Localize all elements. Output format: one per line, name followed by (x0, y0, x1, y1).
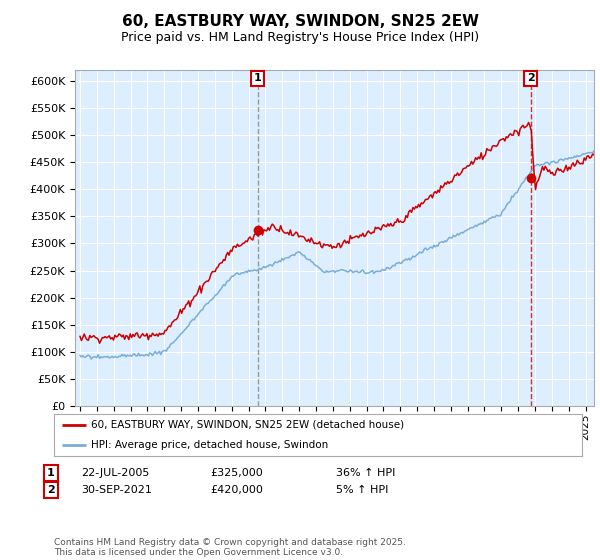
Text: 2: 2 (527, 73, 535, 83)
Text: 5% ↑ HPI: 5% ↑ HPI (336, 485, 388, 495)
Text: £325,000: £325,000 (210, 468, 263, 478)
Text: Price paid vs. HM Land Registry's House Price Index (HPI): Price paid vs. HM Land Registry's House … (121, 31, 479, 44)
Text: 1: 1 (47, 468, 55, 478)
Text: 30-SEP-2021: 30-SEP-2021 (81, 485, 152, 495)
Text: £420,000: £420,000 (210, 485, 263, 495)
Text: 36% ↑ HPI: 36% ↑ HPI (336, 468, 395, 478)
Text: Contains HM Land Registry data © Crown copyright and database right 2025.
This d: Contains HM Land Registry data © Crown c… (54, 538, 406, 557)
Text: 2: 2 (47, 485, 55, 495)
Text: 60, EASTBURY WAY, SWINDON, SN25 2EW (detached house): 60, EASTBURY WAY, SWINDON, SN25 2EW (det… (91, 420, 404, 430)
Text: HPI: Average price, detached house, Swindon: HPI: Average price, detached house, Swin… (91, 440, 328, 450)
Text: 60, EASTBURY WAY, SWINDON, SN25 2EW: 60, EASTBURY WAY, SWINDON, SN25 2EW (121, 14, 479, 29)
Text: 22-JUL-2005: 22-JUL-2005 (81, 468, 149, 478)
Text: 1: 1 (254, 73, 262, 83)
